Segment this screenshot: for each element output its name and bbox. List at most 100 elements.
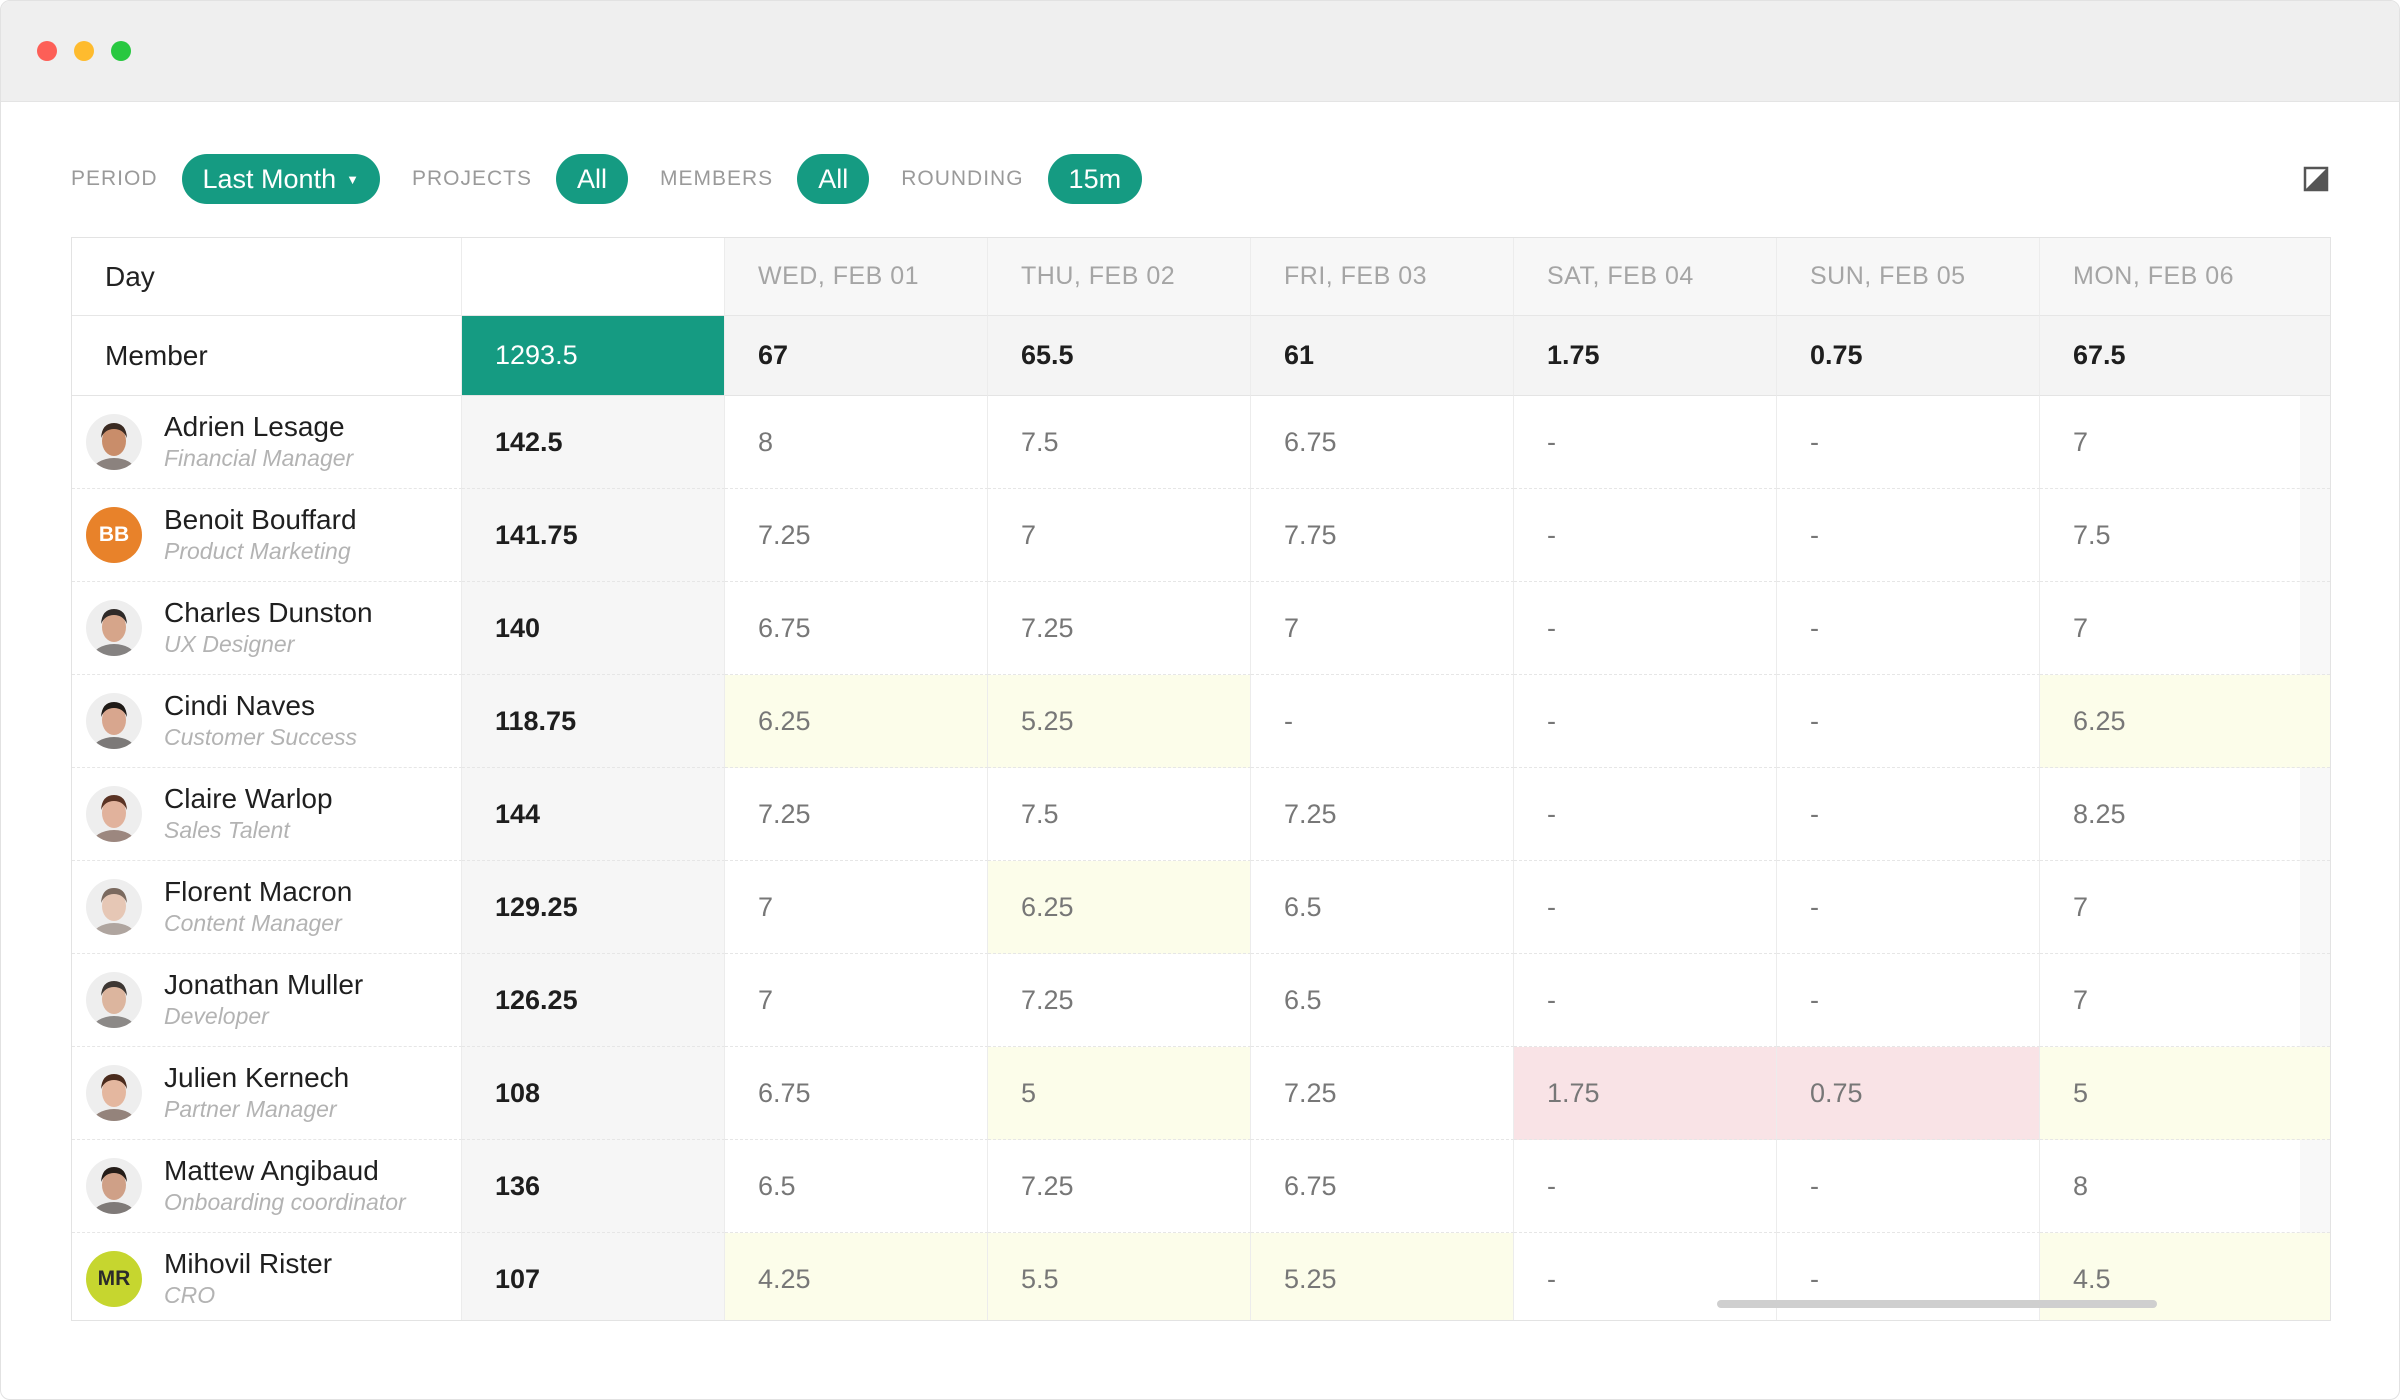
table-row[interactable]: Cindi Naves Customer Success 118.75 6.25 5.2… [72, 675, 2330, 768]
period-dropdown[interactable]: Last Month ▼ [181, 154, 380, 204]
hours-cell[interactable]: - [1514, 582, 1777, 675]
hours-cell[interactable]: 1.75 [1514, 1047, 1777, 1140]
hours-cell[interactable]: 6.5 [1251, 954, 1514, 1047]
hours-cell[interactable]: - [1514, 1233, 1777, 1320]
member-cell[interactable]: Mattew Angibaud Onboarding coordinator [72, 1140, 462, 1233]
zoom-window-button[interactable] [111, 41, 131, 61]
hours-cell[interactable]: 6.5 [725, 1140, 988, 1233]
hours-cell[interactable]: 8 [725, 396, 988, 489]
hours-cell[interactable]: - [1777, 489, 2040, 582]
hours-cell[interactable]: - [1777, 954, 2040, 1047]
hours-cell[interactable]: - [1514, 396, 1777, 489]
hours-cell[interactable]: - [1514, 861, 1777, 954]
member-column-header: Member [72, 316, 462, 396]
hours-cell[interactable]: 6.75 [1251, 1140, 1514, 1233]
member-cell[interactable]: Julien Kernech Partner Manager [72, 1047, 462, 1140]
member-cell[interactable]: Florent Macron Content Manager [72, 861, 462, 954]
day-header[interactable]: SAT, FEB 04 [1514, 238, 1777, 316]
table-row[interactable]: Florent Macron Content Manager 129.25 7 6.25… [72, 861, 2330, 954]
hours-cell[interactable]: 7.25 [725, 768, 988, 861]
hours-cell[interactable]: - [1514, 489, 1777, 582]
table-row[interactable]: Claire Warlop Sales Talent 144 7.25 7.5 7.25-… [72, 768, 2330, 861]
hours-cell[interactable]: 7 [1251, 582, 1514, 675]
hours-cell[interactable]: - [1251, 675, 1514, 768]
hours-cell[interactable]: 7 [2040, 582, 2330, 675]
hours-cell[interactable]: - [1777, 396, 2040, 489]
member-role: CRO [164, 1282, 216, 1308]
members-filter-button[interactable]: All [797, 154, 870, 204]
day-header[interactable]: MON, FEB 06 [2040, 238, 2330, 316]
member-cell[interactable]: Charles Dunston UX Designer [72, 582, 462, 675]
hours-cell[interactable]: 6.75 [725, 582, 988, 675]
hours-cell[interactable]: 7.25 [1251, 768, 1514, 861]
projects-filter-button[interactable]: All [555, 154, 628, 204]
day-header[interactable]: WED, FEB 01 [725, 238, 988, 316]
table-row[interactable]: Adrien Lesage Financial Manager 142.5 8 7.5 6… [72, 396, 2330, 489]
hours-cell[interactable]: 7 [2040, 396, 2330, 489]
hours-cell[interactable]: 7.75 [1251, 489, 1514, 582]
hours-cell[interactable]: - [1514, 954, 1777, 1047]
hours-cell[interactable]: 7.5 [2040, 489, 2330, 582]
member-cell[interactable]: Cindi Naves Customer Success [72, 675, 462, 768]
hours-cell[interactable]: - [1777, 582, 2040, 675]
hours-cell[interactable]: 7.25 [1251, 1047, 1514, 1140]
hours-cell[interactable]: 8.25 [2040, 768, 2330, 861]
hours-cell[interactable]: 5.5 [988, 1233, 1251, 1320]
hours-cell[interactable]: 7 [2040, 954, 2330, 1047]
person-photo-icon [86, 879, 142, 935]
hours-cell[interactable]: - [1777, 1233, 2040, 1320]
hours-cell[interactable]: 6.75 [1251, 396, 1514, 489]
member-cell[interactable]: Adrien Lesage Financial Manager [72, 396, 462, 489]
hours-cell[interactable]: - [1514, 675, 1777, 768]
hours-cell[interactable]: 7 [725, 861, 988, 954]
hours-cell[interactable]: 5.25 [988, 675, 1251, 768]
member-cell[interactable]: BB Benoit Bouffard Product Marketing [72, 489, 462, 582]
hours-cell[interactable]: 6.25 [2040, 675, 2330, 768]
hours-cell[interactable]: 7.25 [988, 954, 1251, 1047]
hours-cell[interactable]: 6.75 [725, 1047, 988, 1140]
hours-cell[interactable]: 4.25 [725, 1233, 988, 1320]
hours-cell[interactable]: 0.75 [1777, 1047, 2040, 1140]
member-cell[interactable]: Jonathan Muller Developer [72, 954, 462, 1047]
hours-cell[interactable]: 7 [988, 489, 1251, 582]
rounding-filter-button[interactable]: 15m [1047, 154, 1143, 204]
hours-cell[interactable]: - [1777, 861, 2040, 954]
table-row[interactable]: Mattew Angibaud Onboarding coordinator 136… [72, 1140, 2330, 1233]
hours-cell[interactable]: - [1777, 768, 2040, 861]
hours-cell[interactable]: - [1514, 1140, 1777, 1233]
hours-cell[interactable]: 7.25 [725, 489, 988, 582]
member-info: Mihovil Rister CRO [164, 1248, 332, 1310]
hours-cell[interactable]: 5 [2040, 1047, 2330, 1140]
table-row[interactable]: Jonathan Muller Developer 126.25 7 7.25 6.5- -… [72, 954, 2330, 1047]
member-cell[interactable]: Claire Warlop Sales Talent [72, 768, 462, 861]
hours-cell[interactable]: 6.5 [1251, 861, 1514, 954]
hours-cell[interactable]: 7 [2040, 861, 2330, 954]
hours-cell[interactable]: 7.5 [988, 768, 1251, 861]
hours-cell[interactable]: 7 [725, 954, 988, 1047]
table-row[interactable]: Charles Dunston UX Designer 140 6.75 7.25 7- -… [72, 582, 2330, 675]
hours-cell[interactable]: 7.5 [988, 396, 1251, 489]
table-row[interactable]: Julien Kernech Partner Manager 108 6.75 5 7.2… [72, 1047, 2330, 1140]
close-window-button[interactable] [37, 41, 57, 61]
hours-cell[interactable]: 6.25 [725, 675, 988, 768]
hours-cell[interactable]: 5 [988, 1047, 1251, 1140]
table-row[interactable]: BB Benoit Bouffard Product Marketing 141.75… [72, 489, 2330, 582]
avatar [86, 972, 142, 1028]
horizontal-scrollbar[interactable] [1717, 1300, 2157, 1308]
hours-cell[interactable]: - [1514, 768, 1777, 861]
hours-cell[interactable]: 5.25 [1251, 1233, 1514, 1320]
hours-cell[interactable]: 8 [2040, 1140, 2330, 1233]
hours-cell[interactable]: 7.25 [988, 582, 1251, 675]
hours-cell[interactable]: 7.25 [988, 1140, 1251, 1233]
day-header[interactable]: FRI, FEB 03 [1251, 238, 1514, 316]
member-role: Developer [164, 1003, 269, 1029]
day-header[interactable]: SUN, FEB 05 [1777, 238, 2040, 316]
hours-cell[interactable]: - [1777, 1140, 2040, 1233]
minimize-window-button[interactable] [74, 41, 94, 61]
member-cell[interactable]: MR Mihovil Rister CRO [72, 1233, 462, 1320]
hours-cell[interactable]: - [1777, 675, 2040, 768]
day-total: 1.75 [1514, 316, 1777, 396]
day-header[interactable]: THU, FEB 02 [988, 238, 1251, 316]
hours-cell[interactable]: 6.25 [988, 861, 1251, 954]
expand-icon[interactable] [2303, 166, 2329, 192]
